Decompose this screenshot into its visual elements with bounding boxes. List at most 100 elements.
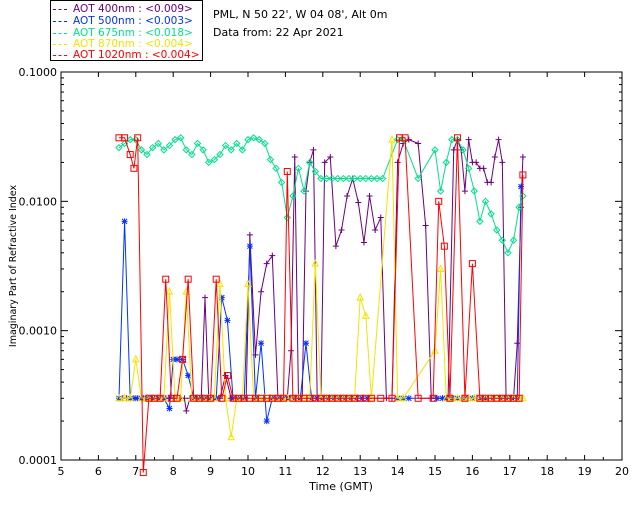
data-point [476, 217, 484, 226]
data-point [272, 164, 280, 173]
data-point [227, 146, 235, 154]
data-point [415, 140, 422, 147]
data-point [465, 136, 472, 143]
data-point [345, 393, 353, 402]
y-tick-label: 0.0001 [19, 454, 58, 467]
data-point [332, 243, 339, 250]
data-point [216, 150, 224, 159]
x-tick-label: 18 [540, 465, 554, 478]
data-point [216, 279, 224, 287]
series-line [118, 137, 524, 473]
data-point [269, 252, 276, 259]
data-point [311, 258, 320, 267]
x-tick-label: 9 [207, 465, 214, 478]
data-point [473, 159, 480, 166]
data-point [405, 395, 412, 402]
data-point [492, 393, 501, 402]
data-point [137, 146, 146, 154]
data-point [514, 340, 521, 347]
data-point [439, 395, 446, 402]
data-point [244, 279, 252, 287]
data-point [115, 393, 123, 402]
series-line [118, 138, 524, 411]
data-point [210, 155, 219, 164]
data-point [322, 393, 331, 402]
site-info: PML, N 50 22', W 04 08', Alt 0m [213, 8, 388, 21]
data-point [176, 393, 185, 402]
data-point [372, 227, 379, 234]
data-point [221, 393, 230, 402]
legend-label-870nm: AOT 870nm : <0.004> [73, 38, 193, 50]
data-point [321, 159, 328, 166]
data-point [154, 139, 162, 148]
legend-item-400nm: AOT 400nm : <0.009> [53, 3, 193, 15]
data-point [367, 174, 376, 183]
data-point [258, 288, 265, 295]
data-point [139, 469, 147, 477]
data-point [148, 143, 157, 152]
data-point [263, 260, 270, 267]
data-point [185, 372, 192, 379]
data-point [504, 249, 512, 257]
y-axis-label: Imaginary Part of Refractive Index [8, 185, 19, 348]
data-point [218, 394, 226, 402]
data-point [350, 174, 359, 183]
data-point [165, 287, 174, 295]
data-point [393, 393, 402, 402]
data-point [440, 242, 448, 250]
data-point [453, 393, 462, 402]
data-point [249, 134, 258, 142]
data-point [468, 260, 476, 268]
data-point [182, 146, 190, 154]
data-point [179, 355, 187, 363]
data-point [280, 394, 288, 402]
data-point [238, 146, 247, 154]
data-point [218, 294, 225, 301]
data-point [495, 136, 502, 143]
data-point [126, 135, 134, 144]
data-point [461, 394, 469, 402]
data-point [450, 146, 457, 153]
data-point [300, 393, 308, 402]
x-tick-label: 15 [428, 465, 442, 478]
data-point [173, 356, 180, 363]
data-point [294, 393, 303, 402]
data-point [334, 174, 342, 183]
data-point [356, 174, 364, 183]
data-point [132, 395, 139, 402]
legend-label-1020nm: AOT 1020nm : <0.004> [73, 49, 200, 61]
data-point [317, 174, 325, 183]
data-point [115, 143, 123, 152]
data-point [322, 174, 331, 183]
legend-swatch-675nm [53, 32, 67, 34]
legend-label-500nm: AOT 500nm : <0.003> [73, 15, 193, 27]
data-point [436, 264, 445, 272]
legend-swatch-1020nm [53, 54, 67, 56]
data-point [367, 393, 376, 402]
x-tick-label: 5 [58, 465, 65, 478]
data-point [344, 192, 351, 199]
data-point [442, 158, 450, 167]
data-point [461, 188, 468, 195]
data-point [362, 174, 370, 183]
data-point [327, 154, 334, 161]
data-point [126, 393, 134, 402]
data-point [283, 168, 291, 176]
x-tick-label: 8 [170, 465, 177, 478]
data-point [464, 164, 473, 173]
x-tick-label: 7 [132, 465, 139, 478]
series-aot-1020nm [115, 134, 527, 477]
data-point [518, 183, 525, 190]
data-point [345, 174, 353, 183]
legend-swatch-870nm [53, 43, 67, 45]
data-point [515, 393, 523, 402]
data-point [378, 174, 387, 183]
data-point [481, 197, 490, 206]
data-point [156, 394, 164, 402]
data-point [201, 294, 208, 301]
data-point [498, 393, 507, 402]
data-point [459, 146, 467, 154]
data-point [356, 293, 365, 301]
legend-swatch-400nm [53, 8, 67, 10]
data-point [223, 372, 231, 380]
